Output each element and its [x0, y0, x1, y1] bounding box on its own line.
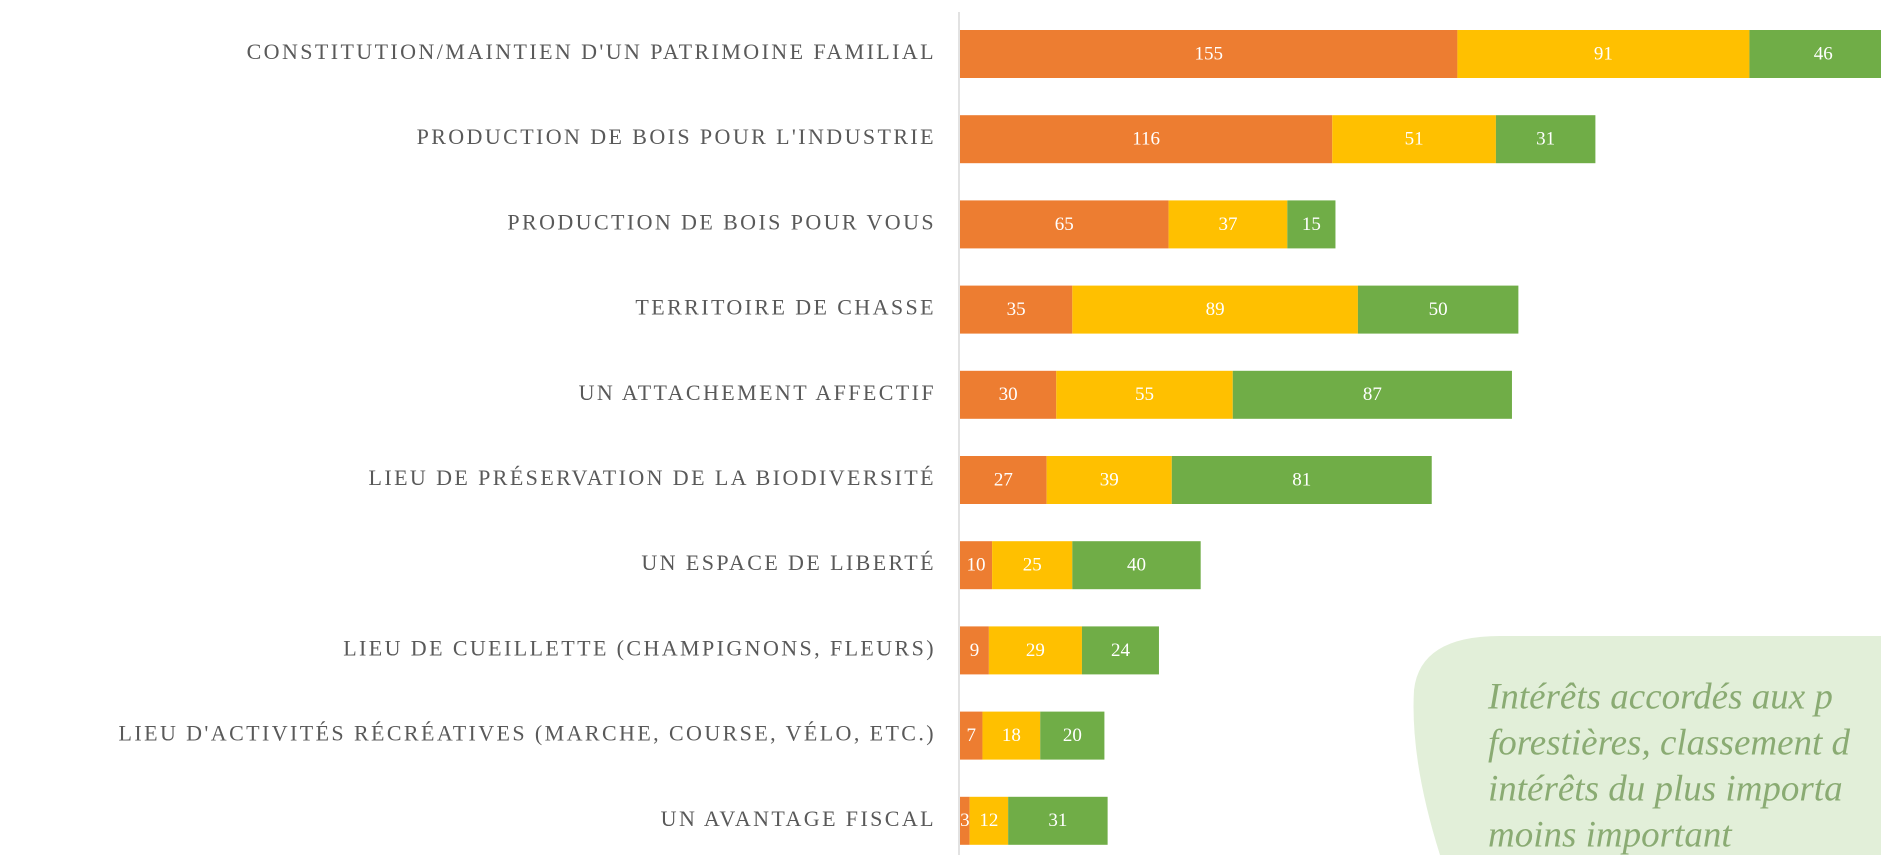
bar-segment [1081, 626, 1159, 675]
value-label: 55 [1135, 384, 1154, 405]
bar-segment [1072, 541, 1201, 590]
category-label: UN ATTACHEMENT AFFECTIF [579, 380, 936, 405]
value-label: 51 [1405, 129, 1424, 150]
bar-segment [1056, 370, 1233, 419]
bar-segment [960, 370, 1057, 419]
category-label: LIEU DE CUEILLETTE (CHAMPIGNONS, FLEURS) [343, 635, 936, 660]
bar-segment [1171, 456, 1432, 504]
callout-bubble [1413, 636, 1881, 855]
value-label: 24 [1111, 640, 1131, 661]
value-label: 81 [1292, 469, 1311, 490]
value-label: 31 [1048, 810, 1067, 831]
annotation-text: Intérêts accordés aux p [1487, 676, 1833, 717]
value-label: 3 [960, 810, 970, 831]
category-label: LIEU D'ACTIVITÉS RÉCRÉATIVES (MARCHE, CO… [119, 721, 936, 746]
bar-segment [1457, 30, 1750, 78]
value-label: 116 [1132, 129, 1160, 150]
bar-segment [1332, 115, 1496, 164]
bar-segment [1495, 115, 1596, 164]
bar-segment [960, 30, 1458, 78]
bar-segment [960, 115, 1333, 164]
value-label: 10 [967, 555, 986, 576]
value-label: 89 [1206, 299, 1225, 320]
bar-segment [1749, 30, 1881, 78]
bar-segment [1168, 200, 1288, 249]
category-label: UN ESPACE DE LIBERTÉ [641, 550, 936, 575]
bar-segment [1072, 285, 1358, 334]
bar-segment [969, 796, 1009, 845]
value-label: 35 [1007, 299, 1026, 320]
bar-segment [960, 285, 1073, 334]
bar-segment [992, 541, 1073, 590]
bar-segment [960, 796, 970, 845]
value-label: 39 [1100, 469, 1119, 490]
bar-segment [1232, 370, 1512, 419]
category-label: TERRITOIRE DE CHASSE [635, 295, 936, 320]
value-label: 155 [1194, 43, 1223, 64]
value-label: 20 [1063, 725, 1082, 746]
value-label: 7 [966, 725, 976, 746]
value-label: 87 [1363, 384, 1382, 405]
value-label: 18 [1002, 725, 1021, 746]
value-label: 29 [1026, 640, 1045, 661]
value-label: 40 [1127, 555, 1146, 576]
value-label: 65 [1055, 214, 1074, 235]
value-label: 27 [994, 469, 1013, 490]
value-label: 91 [1594, 43, 1613, 64]
value-label: 9 [970, 640, 980, 661]
value-label: 12 [979, 810, 998, 831]
annotation-text: moins important [1488, 814, 1733, 855]
value-label: 15 [1302, 214, 1321, 235]
value-label: 30 [999, 384, 1018, 405]
value-label: 46 [1814, 43, 1833, 64]
category-label: PRODUCTION DE BOIS POUR VOUS [507, 209, 936, 234]
bar-segment [1040, 711, 1105, 760]
bar-segment [960, 711, 983, 760]
category-label: UN AVANTAGE FISCAL [661, 806, 936, 831]
value-label: 50 [1429, 299, 1448, 320]
annotation-text: intérêts du plus importa [1488, 768, 1843, 809]
category-label: CONSTITUTION/MAINTIEN D'UN PATRIMOINE FA… [247, 39, 936, 64]
bar-segment [960, 626, 989, 675]
bar-segment [1046, 456, 1172, 504]
bar-segment [1357, 285, 1519, 334]
value-label: 25 [1023, 555, 1042, 576]
annotation-text: forestières, classement d [1488, 722, 1851, 763]
bar-segment [960, 541, 993, 590]
value-label: 31 [1536, 129, 1555, 150]
bar-segment [988, 626, 1082, 675]
category-label: PRODUCTION DE BOIS POUR L'INDUSTRIE [417, 124, 936, 149]
value-label: 37 [1218, 214, 1237, 235]
bar-segment [982, 711, 1041, 760]
bar-segment [960, 200, 1169, 249]
category-label: LIEU DE PRÉSERVATION DE LA BIODIVERSITÉ [369, 465, 936, 490]
bar-segment [1008, 796, 1108, 845]
bar-segment [960, 456, 1047, 504]
bar-segment [1287, 200, 1336, 249]
